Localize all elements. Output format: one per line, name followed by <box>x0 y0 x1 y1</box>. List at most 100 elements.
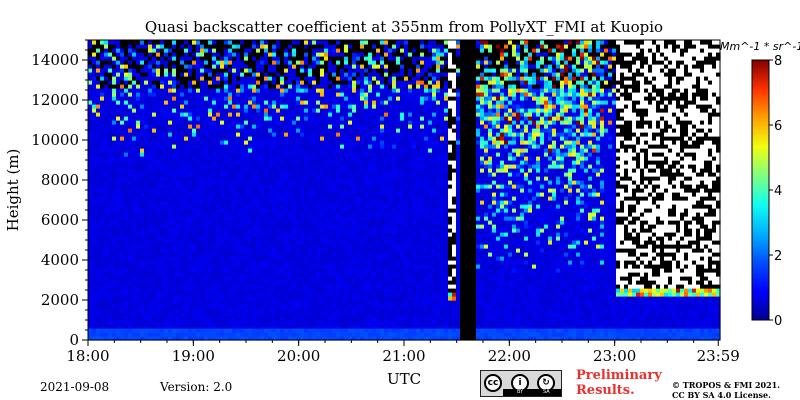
heatmap-cell <box>304 168 309 173</box>
heatmap-cell <box>176 212 181 217</box>
heatmap-cell <box>160 132 165 137</box>
heatmap-cell <box>296 96 301 101</box>
heatmap-cell <box>336 88 341 93</box>
heatmap-cell <box>112 312 117 317</box>
heatmap-cell <box>208 176 213 181</box>
heatmap-cell <box>164 172 169 177</box>
heatmap-cell <box>204 168 209 173</box>
heatmap-cell <box>124 72 129 77</box>
heatmap-cell <box>152 316 157 321</box>
heatmap-cell <box>220 280 225 285</box>
heatmap-cell <box>216 128 221 133</box>
heatmap-cell <box>104 200 109 205</box>
heatmap-cell <box>156 164 161 169</box>
heatmap-cell <box>124 228 129 233</box>
heatmap-cell <box>228 316 233 321</box>
heatmap-cell <box>300 184 305 189</box>
heatmap-cell <box>120 244 125 249</box>
heatmap-cell <box>332 164 337 169</box>
heatmap-cell <box>308 252 313 257</box>
heatmap-cell <box>332 208 337 213</box>
heatmap-cell <box>96 244 101 249</box>
heatmap-cell <box>128 96 133 101</box>
heatmap-cell <box>292 316 297 321</box>
heatmap-cell <box>304 52 309 57</box>
heatmap-cell <box>192 288 197 293</box>
heatmap-cell <box>276 148 281 153</box>
heatmap-cell <box>96 236 101 241</box>
heatmap-cell <box>276 56 281 61</box>
heatmap-cell <box>112 328 117 333</box>
heatmap-cell <box>160 108 165 113</box>
heatmap-cell <box>204 76 209 81</box>
heatmap-cell <box>312 264 317 269</box>
heatmap-cell <box>232 192 237 197</box>
heatmap-cell <box>296 48 301 53</box>
heatmap-cell <box>108 264 113 269</box>
heatmap-cell <box>140 260 145 265</box>
heatmap-cell <box>332 156 337 161</box>
heatmap-cell <box>196 76 201 81</box>
heatmap-cell <box>220 224 225 229</box>
heatmap-cell <box>344 52 349 57</box>
heatmap-cell <box>152 312 157 317</box>
heatmap-cell <box>308 248 313 253</box>
heatmap-cell <box>216 324 221 329</box>
heatmap-cell <box>192 212 197 217</box>
heatmap-cell <box>188 236 193 241</box>
heatmap-cell <box>104 292 109 297</box>
heatmap-cell <box>112 236 117 241</box>
heatmap-cell <box>200 224 205 229</box>
heatmap-cell <box>348 120 353 125</box>
heatmap-cell <box>136 224 141 229</box>
heatmap-cell <box>120 56 125 61</box>
heatmap-cell <box>120 336 125 341</box>
heatmap-cell <box>280 308 285 313</box>
heatmap-cell <box>88 256 93 261</box>
heatmap-cell <box>156 268 161 273</box>
heatmap-cell <box>292 336 297 341</box>
heatmap-cell <box>180 88 185 93</box>
heatmap-cell <box>248 184 253 189</box>
heatmap-cell <box>292 144 297 149</box>
heatmap-cell <box>192 316 197 321</box>
heatmap-cell <box>108 248 113 253</box>
heatmap-cell <box>228 204 233 209</box>
heatmap-cell <box>280 328 285 333</box>
heatmap-cell <box>140 280 145 285</box>
heatmap-cell <box>136 148 141 153</box>
heatmap-cell <box>176 268 181 273</box>
heatmap-cell <box>332 128 337 133</box>
heatmap-cell <box>288 288 293 293</box>
heatmap-cell <box>308 116 313 121</box>
heatmap-cell <box>144 96 149 101</box>
heatmap-cell <box>108 292 113 297</box>
heatmap-cell <box>116 88 121 93</box>
heatmap-cell <box>184 104 189 109</box>
heatmap-cell <box>328 284 333 289</box>
heatmap-cell <box>100 248 105 253</box>
heatmap-cell <box>172 212 177 217</box>
heatmap-cell <box>184 132 189 137</box>
heatmap-cell <box>188 128 193 133</box>
heatmap-cell <box>348 148 353 153</box>
heatmap-cell <box>120 196 125 201</box>
heatmap-cell <box>92 200 97 205</box>
heatmap-cell <box>196 276 201 281</box>
heatmap-cell <box>148 304 153 309</box>
heatmap-cell <box>200 252 205 257</box>
heatmap-cell <box>328 120 333 125</box>
heatmap-cell <box>228 52 233 57</box>
heatmap-cell <box>348 136 353 141</box>
heatmap-cell <box>144 156 149 161</box>
heatmap-cell <box>148 128 153 133</box>
heatmap-cell <box>352 304 357 309</box>
heatmap-cell <box>288 272 293 277</box>
heatmap-cell <box>216 260 221 265</box>
heatmap-cell <box>264 56 269 61</box>
heatmap-cell <box>240 232 245 237</box>
heatmap-cell <box>180 244 185 249</box>
heatmap-cell <box>240 260 245 265</box>
heatmap-cell <box>348 264 353 269</box>
heatmap-cell <box>108 116 113 121</box>
